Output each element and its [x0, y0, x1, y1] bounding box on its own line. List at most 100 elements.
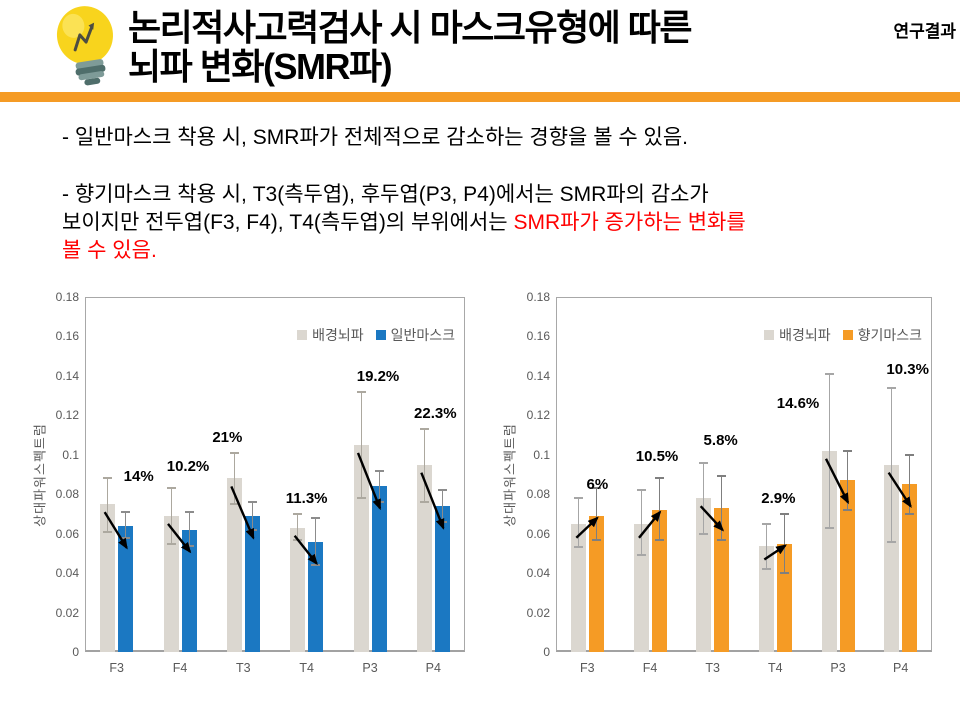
bar-baseline-eeg: [353, 444, 369, 652]
error-bar: [846, 450, 848, 510]
x-category-label: P3: [830, 661, 846, 675]
legend: 배경뇌파 일반마스크: [297, 325, 455, 345]
error-bar-cap: [573, 546, 583, 549]
pct-change-label: 10.2%: [166, 458, 210, 476]
legend-label: 배경뇌파: [779, 327, 831, 343]
error-bar-cap: [121, 536, 131, 539]
legend-swatch: [375, 330, 386, 340]
pct-change-label: 14.6%: [776, 394, 820, 412]
error-bar-cap: [103, 530, 113, 533]
bulb-base-stripe: [75, 59, 104, 70]
y-tick-label: 0.18: [526, 290, 550, 304]
bar-mask: [588, 515, 604, 652]
chart-regular-mask: 상대파워스펙트럼 0 0.02 0.04 0.06 0.08 0.1 0.12 0.14 0.16…: [25, 288, 485, 703]
error-bar-cap: [636, 489, 646, 492]
error-bar-cap: [779, 512, 789, 515]
bullet2-text-segment: - 향기마스크 착용 시, T3(측두엽), 후두엽(P3, P4)에서는 SM…: [62, 183, 709, 206]
lightbulb-icon: [56, 6, 113, 86]
bar-mask: [839, 480, 855, 652]
error-bar-cap: [573, 497, 583, 500]
error-bar: [107, 478, 109, 532]
bar-baseline-eeg: [163, 515, 179, 652]
y-tick-label: 0.14: [526, 368, 550, 383]
bar-mask: [776, 543, 792, 652]
error-bar-cap: [636, 554, 646, 557]
x-category-label: T3: [236, 661, 251, 675]
pct-change-label: 14%: [123, 468, 154, 486]
bar-baseline-eeg: [570, 523, 586, 652]
error-bar-cap: [761, 568, 771, 571]
bar-mask: [181, 529, 197, 652]
x-category-label: F4: [642, 661, 658, 675]
error-bar-cap: [103, 477, 113, 480]
error-bar: [188, 511, 190, 546]
error-bar-cap: [654, 477, 664, 480]
trend-arrow-down: [420, 472, 445, 530]
bulb-base-stripe: [78, 71, 105, 81]
error-bar-cap: [229, 503, 239, 506]
y-tick-label: 0.06: [55, 526, 79, 541]
trend-arrow-down: [103, 511, 128, 550]
plot-area: [85, 297, 465, 652]
error-bar-cap: [437, 489, 447, 492]
error-bar: [170, 488, 172, 544]
bulb-highlight: [62, 13, 85, 38]
error-bar: [423, 429, 425, 503]
error-bar: [315, 517, 317, 566]
bulb-base-stripe: [75, 64, 106, 76]
x-category-label: F4: [172, 661, 188, 675]
error-bar: [441, 490, 443, 522]
error-bar: [828, 373, 830, 528]
trend-arrows-layer: [103, 452, 445, 566]
error-bar-cap: [356, 390, 366, 393]
error-bar-cap: [824, 526, 834, 529]
bulb-squiggle: [73, 25, 94, 52]
x-category-label: T4: [768, 661, 783, 675]
legend-item: 배경뇌파: [764, 325, 831, 345]
error-bar-cap: [905, 512, 915, 515]
error-bar-cap: [717, 538, 727, 541]
trend-arrow-up: [575, 516, 599, 539]
error-bar-cap: [419, 501, 429, 504]
trend-arrow-down: [356, 452, 382, 511]
bar-baseline-eeg: [100, 504, 116, 652]
bar-mask: [434, 506, 450, 652]
y-tick-label: 0.06: [526, 526, 550, 541]
error-bar: [891, 387, 893, 542]
title-line-1: 논리적사고력검사 시 마스크유형에 따른: [128, 7, 693, 48]
bar-baseline-eeg: [290, 527, 306, 652]
error-bar: [783, 513, 785, 574]
y-tick-label: 0.16: [55, 329, 79, 344]
error-bar-cap: [717, 475, 727, 478]
error-bar-cap: [779, 572, 789, 575]
error-bar-cap: [356, 497, 366, 500]
bulb-squiggle-arrowhead: [88, 22, 95, 30]
error-bar: [297, 513, 299, 540]
pct-change-label: 2.9%: [761, 489, 796, 507]
body-text: - 일반마스크 착용 시, SMR파가 전체적으로 감소하는 경향을 볼 수 있…: [62, 124, 922, 265]
trend-arrow-down: [230, 485, 255, 540]
error-bar-cap: [842, 509, 852, 511]
error-bar-cap: [374, 469, 384, 472]
error-bar-cap: [591, 538, 601, 541]
y-tick-label: 0.02: [526, 605, 550, 620]
bar-baseline-eeg: [821, 450, 837, 652]
error-bar: [658, 478, 660, 540]
bulb-glass: [56, 6, 113, 65]
pct-change-label: 5.8%: [703, 431, 738, 449]
error-bar: [703, 462, 705, 534]
y-tick-label: 0.12: [526, 408, 550, 423]
pct-change-label: 10.3%: [886, 360, 929, 378]
bar-baseline-eeg: [884, 464, 900, 652]
bar-baseline-eeg: [226, 478, 242, 652]
error-bar-cap: [654, 538, 664, 541]
bar-mask: [371, 486, 387, 652]
bar-baseline-eeg: [416, 464, 432, 652]
error-bar-cap: [842, 449, 852, 452]
title-line-2: 뇌파 변화(SMR파): [128, 46, 393, 87]
trend-arrow-down: [167, 523, 192, 554]
error-bar-cap: [166, 487, 176, 490]
corner-label: 연구결과: [893, 22, 956, 41]
error-bar-cap: [887, 386, 897, 389]
legend-swatch: [297, 330, 308, 340]
